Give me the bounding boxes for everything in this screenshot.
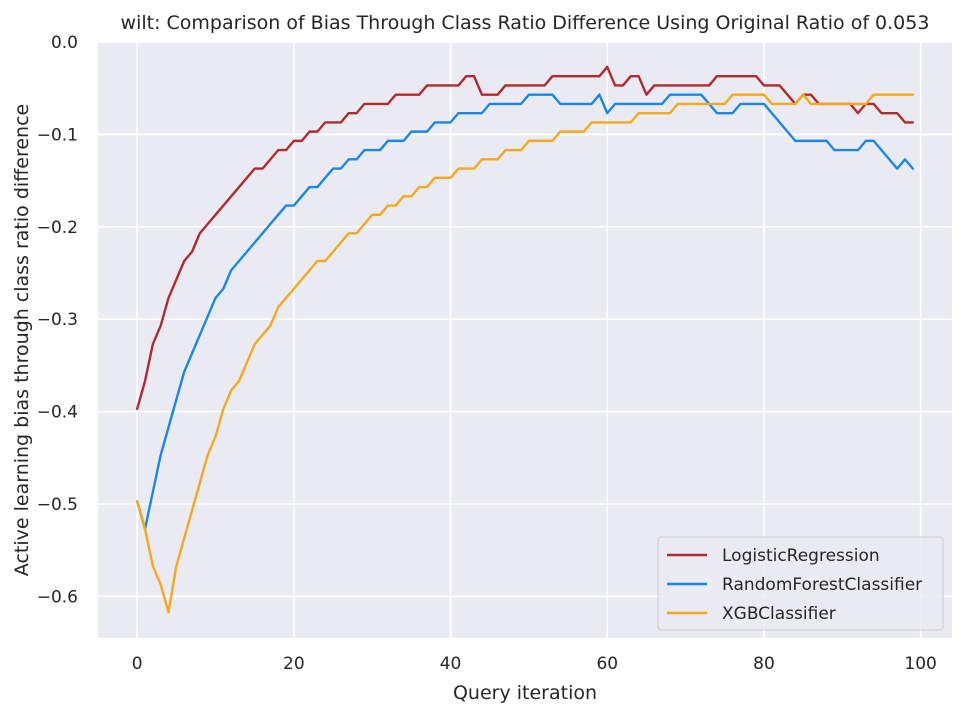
legend-label: LogisticRegression xyxy=(722,546,880,566)
y-tick-label: −0.1 xyxy=(37,125,78,145)
x-tick-label: 80 xyxy=(753,654,775,674)
y-axis-label: Active learning bias through class ratio… xyxy=(11,104,33,576)
chart-title: wilt: Comparison of Bias Through Class R… xyxy=(121,12,930,34)
x-tick-label: 40 xyxy=(440,654,462,674)
x-tick-label: 60 xyxy=(596,654,618,674)
series-layer xyxy=(135,65,915,614)
y-tick-label: −0.5 xyxy=(37,495,78,515)
y-tick-label: −0.4 xyxy=(37,403,78,423)
legend: LogisticRegression RandomForestClassifier… xyxy=(657,536,944,631)
tick-labels: 0 20 40 60 80 100 0.0 −0.1 −0.2 −0.3 −0.4 −0.5 −0.6 xyxy=(37,33,937,674)
y-tick-label: −0.6 xyxy=(37,587,78,607)
series-line-randomforestclassifier xyxy=(135,93,915,531)
legend-box xyxy=(657,536,944,631)
x-tick-label: 20 xyxy=(283,654,305,674)
legend-label: RandomForestClassifier xyxy=(722,575,922,595)
legend-label: XGBClassifier xyxy=(722,604,836,624)
x-tick-label: 0 xyxy=(132,654,143,674)
x-axis-label: Query iteration xyxy=(453,682,597,704)
y-tick-label: −0.3 xyxy=(37,310,78,330)
series-line-xgbclassifier xyxy=(135,93,915,614)
grid-lines xyxy=(98,41,952,638)
y-tick-label: −0.2 xyxy=(37,218,78,238)
y-tick-label: 0.0 xyxy=(51,33,78,53)
x-tick-label: 100 xyxy=(904,654,936,674)
series-line-logisticregression xyxy=(135,65,915,411)
